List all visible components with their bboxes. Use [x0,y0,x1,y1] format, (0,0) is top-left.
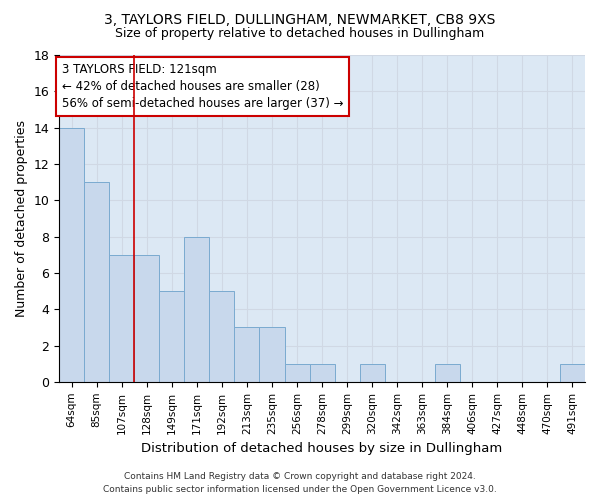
Text: Size of property relative to detached houses in Dullingham: Size of property relative to detached ho… [115,28,485,40]
Bar [235,328,259,382]
Bar [560,364,585,382]
Text: 3, TAYLORS FIELD, DULLINGHAM, NEWMARKET, CB8 9XS: 3, TAYLORS FIELD, DULLINGHAM, NEWMARKET,… [104,12,496,26]
Bar [209,291,235,382]
Text: Contains HM Land Registry data © Crown copyright and database right 2024.
Contai: Contains HM Land Registry data © Crown c… [103,472,497,494]
Bar [310,364,335,382]
Bar [259,328,284,382]
Bar [109,254,134,382]
X-axis label: Distribution of detached houses by size in Dullingham: Distribution of detached houses by size … [142,442,503,455]
Bar [84,182,109,382]
Bar [359,364,385,382]
Bar [284,364,310,382]
Bar [160,291,184,382]
Bar [184,236,209,382]
Bar [435,364,460,382]
Bar [134,254,160,382]
Bar [59,128,84,382]
Text: 3 TAYLORS FIELD: 121sqm
← 42% of detached houses are smaller (28)
56% of semi-de: 3 TAYLORS FIELD: 121sqm ← 42% of detache… [62,63,343,110]
Y-axis label: Number of detached properties: Number of detached properties [15,120,28,317]
